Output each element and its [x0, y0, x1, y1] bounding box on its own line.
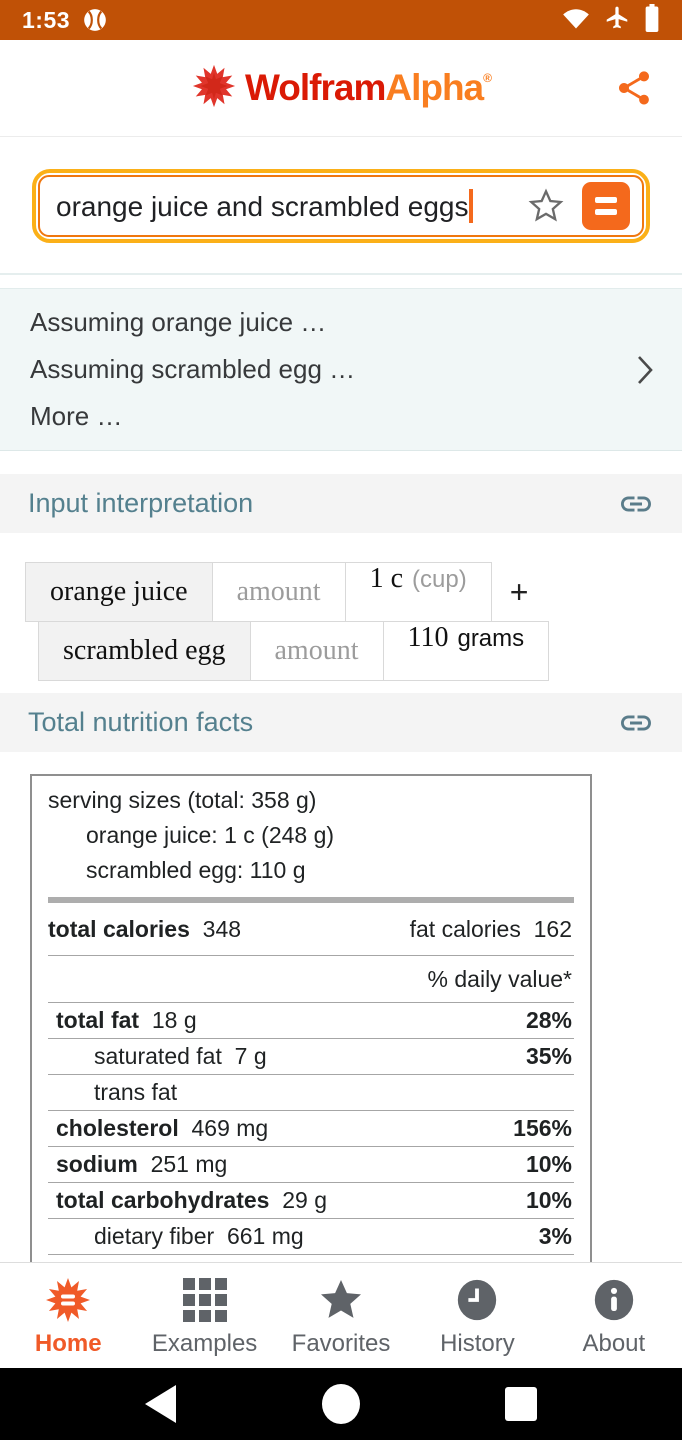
plus-sign: +: [509, 573, 529, 610]
nav-tab-examples[interactable]: Examples: [136, 1263, 272, 1368]
nutrition-row: total carbohydrates 29 g 10%: [48, 1182, 574, 1218]
assumptions-panel: Assuming orange juice … Assuming scrambl…: [0, 288, 682, 451]
serving-sizes-total: serving sizes (total: 358 g): [48, 787, 317, 813]
value-cell: 1 c (cup): [344, 562, 492, 622]
share-button[interactable]: [612, 66, 656, 110]
nutrition-facts-pod: serving sizes (total: 358 g) orange juic…: [0, 752, 682, 1279]
value-cell: 110 grams: [382, 621, 550, 681]
nutrition-table: serving sizes (total: 358 g) orange juic…: [30, 774, 592, 1279]
link-icon: [621, 715, 651, 730]
section-title: Input interpretation: [28, 488, 254, 518]
nutrition-row: sodium 251 mg 10%: [48, 1146, 574, 1182]
status-time: 1:53: [22, 6, 71, 33]
unit-label: grams: [457, 625, 525, 652]
pod-link-button[interactable]: [618, 486, 654, 522]
spikey-home-icon: [44, 1276, 92, 1324]
nav-tab-history[interactable]: History: [409, 1263, 545, 1368]
divider-thick: [48, 897, 574, 903]
search-input[interactable]: orange juice and scrambled eggs: [56, 189, 526, 223]
airplane-mode-icon: [604, 5, 630, 36]
search-box: orange juice and scrambled eggs: [32, 169, 650, 243]
calories-row: total calories 348 fat calories 162: [48, 916, 572, 942]
assumption-more[interactable]: More …: [30, 401, 123, 431]
star-outline-icon: [528, 188, 564, 222]
section-title: Total nutrition facts: [28, 707, 254, 737]
wolframalpha-logo: WolframAlpha®: [191, 63, 492, 114]
android-nav-bar: [0, 1368, 682, 1440]
nav-tab-about[interactable]: About: [546, 1263, 682, 1368]
grid-icon: [182, 1276, 227, 1324]
link-icon: [621, 496, 651, 511]
input-interpretation-pod: orange juice amount 1 c (cup) + scramble…: [0, 533, 682, 693]
nav-tab-favorites[interactable]: Favorites: [273, 1263, 409, 1368]
nutrition-row: dietary fiber 661 mg 3%: [48, 1218, 574, 1254]
assumption-scrambled-egg[interactable]: Assuming scrambled egg …: [30, 354, 356, 384]
nav-tab-home[interactable]: Home: [0, 1263, 136, 1368]
spikey-logo-icon: [191, 63, 237, 114]
daily-value-note: % daily value*: [48, 955, 574, 1002]
nutrition-row: cholesterol 469 mg 156%: [48, 1110, 574, 1146]
assumption-orange-juice[interactable]: Assuming orange juice …: [30, 307, 327, 337]
serving-orange-juice: orange juice: 1 c (248 g): [86, 822, 335, 848]
data-saver-icon: [82, 7, 108, 33]
star-filled-icon: [316, 1276, 366, 1324]
amount-placeholder-cell: amount: [211, 562, 346, 622]
battery-icon: [644, 3, 660, 37]
nutrition-rows: total fat 18 g 28% saturated fat 7 g 35%…: [48, 1002, 574, 1279]
pod-row-scrambled-egg: scrambled egg amount 110 grams: [38, 621, 682, 681]
text-cursor: [469, 189, 474, 223]
favorite-star-button[interactable]: [526, 186, 566, 226]
info-icon: [591, 1276, 637, 1324]
pod-row-orange-juice: orange juice amount 1 c (cup) +: [25, 562, 682, 622]
nutrition-row: saturated fat 7 g 35%: [48, 1038, 574, 1074]
amount-placeholder-cell: amount: [249, 621, 384, 681]
serving-scrambled-egg: scrambled egg: 110 g: [86, 857, 306, 883]
compute-equals-button[interactable]: [582, 182, 630, 230]
entity-cell: orange juice: [25, 562, 213, 622]
chevron-right-icon[interactable]: [634, 353, 656, 387]
section-header-input-interpretation: Input interpretation: [0, 474, 682, 533]
status-bar: 1:53: [0, 0, 682, 40]
share-icon: [619, 71, 649, 105]
android-recents-button[interactable]: [504, 1387, 537, 1421]
equals-icon: [595, 197, 617, 203]
nutrition-row: trans fat: [48, 1074, 574, 1110]
bottom-navigation: Home Examples Favorites History About: [0, 1262, 682, 1368]
wifi-icon: [562, 6, 590, 35]
unit-label: (cup): [412, 566, 467, 593]
app-header: WolframAlpha®: [0, 40, 682, 137]
section-header-total-nutrition: Total nutrition facts: [0, 693, 682, 752]
search-section: orange juice and scrambled eggs: [0, 137, 682, 275]
nutrition-row: total fat 18 g 28%: [48, 1002, 574, 1038]
clock-icon: [454, 1276, 500, 1324]
pod-link-button[interactable]: [618, 705, 654, 741]
logo-text: WolframAlpha®: [245, 67, 492, 108]
android-back-button[interactable]: [145, 1385, 177, 1423]
entity-cell: scrambled egg: [38, 621, 251, 681]
android-home-button[interactable]: [321, 1384, 360, 1424]
